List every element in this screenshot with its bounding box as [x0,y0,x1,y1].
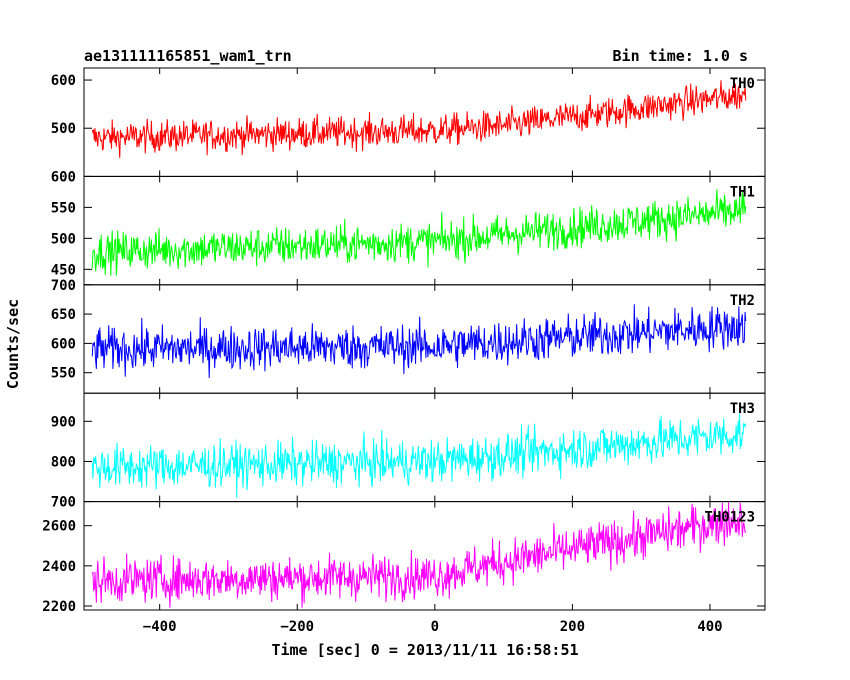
y-tick-label: 600 [51,73,76,89]
y-tick-label: 700 [51,278,76,294]
series-line-th2 [91,304,747,378]
y-tick-label: 2600 [42,519,76,535]
panel-frame-th3 [83,392,766,503]
series-line-th3 [91,413,747,498]
y-tick-label: 900 [51,414,76,430]
panel-frame-th0123 [83,501,766,611]
bin-time-label: Bin time: 1.0 s [613,47,748,65]
x-tick-label: −200 [280,619,314,635]
panel-label-th2: TH2 [730,293,755,309]
series-line-th0123 [91,502,747,608]
y-tick-label: 700 [51,495,76,511]
panel-frame-th1 [83,175,766,286]
panel-label-th1: TH1 [730,184,755,200]
y-tick-label: 550 [51,200,76,216]
y-tick-label: 450 [51,262,76,278]
y-tick-label: 600 [51,336,76,352]
y-axis-label: Counts/sec [4,299,22,389]
panel-label-th0: TH0 [730,76,755,92]
y-tick-label: 500 [51,121,76,137]
series-line-th1 [91,189,747,276]
y-tick-label: 800 [51,454,76,470]
plot-title: ae131111165851_wam1_trn [84,47,292,65]
x-tick-label: 400 [697,619,722,635]
y-tick-label: 2200 [42,599,76,615]
x-tick-label: −400 [143,619,177,635]
x-tick-label: 0 [431,619,439,635]
panels-group: 500 600 TH0 450 500 550 600 TH1 550 600 650 700 TH2 7… [42,67,766,635]
panel-frame-th0 [83,67,766,177]
x-tick-label: 200 [560,619,585,635]
y-tick-label: 650 [51,307,76,323]
panel-label-th3: TH3 [730,401,755,417]
series-line-th0 [91,80,747,158]
y-tick-label: 500 [51,231,76,247]
x-axis-label: Time [sec] 0 = 2013/11/11 16:58:51 [271,641,578,659]
y-tick-label: 550 [51,366,76,382]
panel-label-th0123: TH0123 [704,510,755,526]
y-tick-label: 600 [51,169,76,185]
y-tick-label: 2400 [42,559,76,575]
